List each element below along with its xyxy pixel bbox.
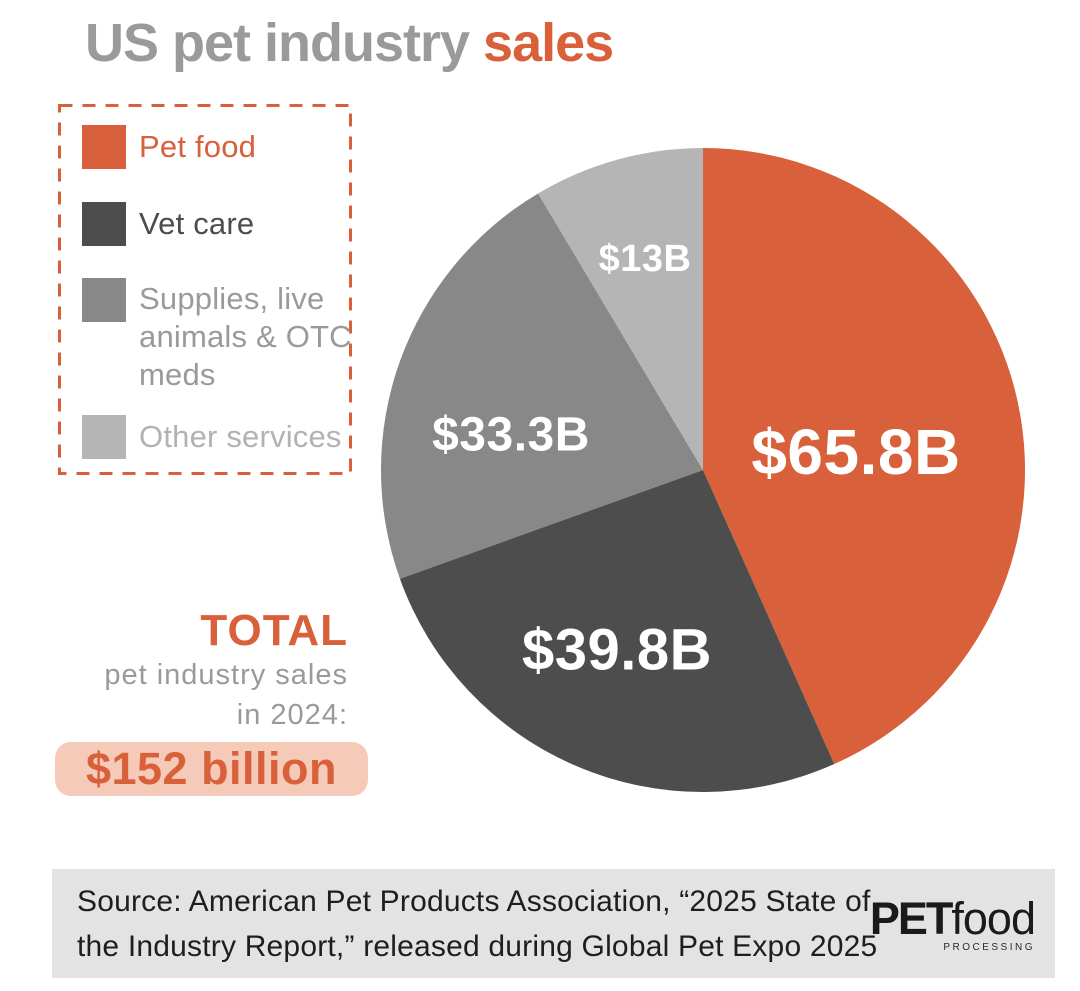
logo-food: food bbox=[951, 893, 1036, 944]
legend-item-vet-care: Vet care bbox=[58, 202, 352, 246]
legend-swatch-pet-food bbox=[82, 125, 126, 169]
pie-chart-svg: $65.8B $39.8B $33.3B $13B bbox=[380, 148, 1026, 793]
pie-value-label-supplies-live-animals-otc-meds: $33.3B bbox=[432, 409, 590, 462]
total-block: TOTAL pet industry sales in 2024: $152 b… bbox=[55, 606, 368, 796]
source-line-1: Source: American Pet Products Associatio… bbox=[77, 885, 871, 918]
source-text: Source: American Pet Products Associatio… bbox=[77, 879, 877, 969]
page-title: US pet industry sales bbox=[85, 12, 614, 74]
pie-value-label-pet-food: $65.8B bbox=[751, 416, 960, 488]
legend-label-pet-food: Pet food bbox=[139, 129, 257, 164]
total-heading: TOTAL bbox=[200, 606, 348, 655]
source-line-2: the Industry Report,” released during Gl… bbox=[77, 930, 878, 963]
pie-slice-supplies-live-animals-otc-meds bbox=[380, 193, 703, 579]
title-accent: sales bbox=[483, 13, 614, 73]
legend-item-other-services: Other services bbox=[58, 415, 352, 459]
pie-slice-vet-care bbox=[399, 470, 835, 793]
legend-item-supplies: Supplies, live animals & OTC meds bbox=[58, 278, 352, 394]
logo-pet: PET bbox=[869, 893, 954, 944]
legend-label-vet-care: Vet care bbox=[139, 206, 255, 241]
pie-value-label-other-services: $13B bbox=[599, 238, 692, 280]
legend-swatch-vet-care bbox=[82, 202, 126, 246]
total-value-badge: $152 billion bbox=[55, 742, 368, 796]
logo-wordmark: PET food bbox=[869, 893, 1036, 945]
pie-slice-other-services bbox=[538, 148, 703, 470]
source-footer: Source: American Pet Products Associatio… bbox=[52, 869, 1055, 978]
pie-slice-pet-food bbox=[703, 148, 1026, 765]
legend: Pet food Vet care Supplies, live animals… bbox=[58, 104, 352, 475]
legend-label-other-services: Other services bbox=[139, 419, 342, 454]
pie-chart: $65.8B $39.8B $33.3B $13B bbox=[373, 140, 1033, 800]
title-main: US pet industry bbox=[85, 13, 484, 73]
legend-item-pet-food: Pet food bbox=[58, 125, 352, 169]
legend-swatch-supplies bbox=[82, 278, 126, 322]
petfood-processing-logo: PET food PROCESSING bbox=[869, 893, 1036, 953]
logo-processing: PROCESSING bbox=[943, 942, 1035, 953]
total-subtitle: pet industry sales bbox=[104, 659, 348, 691]
legend-label-supplies: Supplies, live animals & OTC meds bbox=[139, 281, 352, 392]
total-year: in 2024: bbox=[236, 699, 348, 731]
legend-swatch-other-services bbox=[82, 415, 126, 459]
legend-dashed-border bbox=[58, 104, 352, 475]
pie-value-label-vet-care: $39.8B bbox=[522, 618, 712, 683]
